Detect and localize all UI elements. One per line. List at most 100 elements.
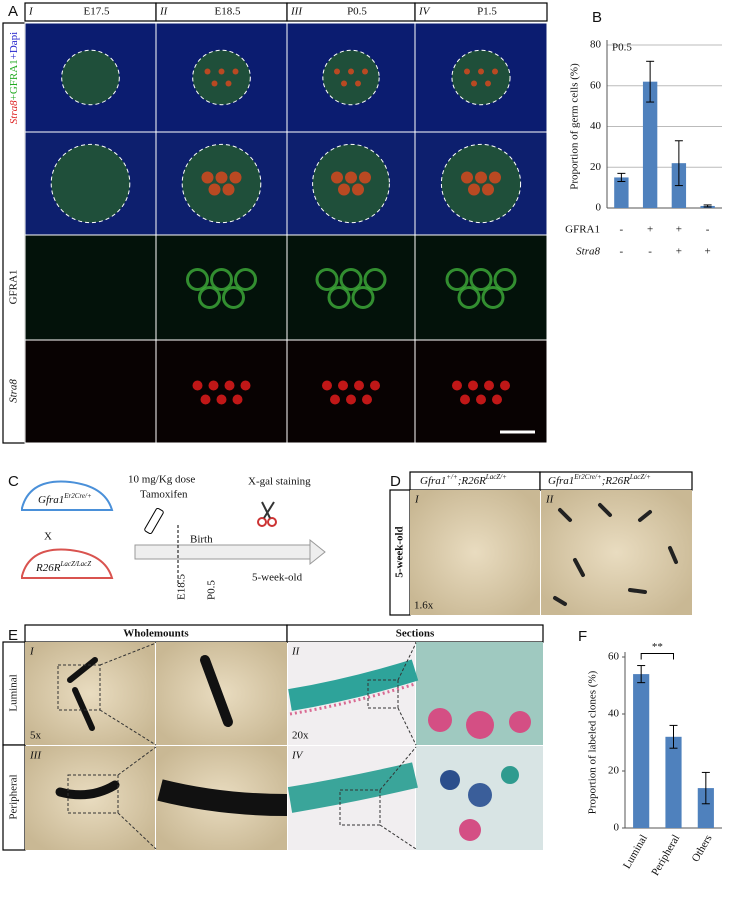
- scissors-icon: [257, 501, 277, 527]
- condition-value: +: [705, 246, 711, 258]
- gfra1-signal: [481, 286, 505, 309]
- gfra1-signal: [327, 286, 351, 309]
- timeline-arrow: [309, 538, 326, 566]
- photo: [541, 490, 692, 615]
- numeral: I: [28, 6, 34, 18]
- gfra1-signal: [222, 286, 245, 309]
- labeled-clones: [553, 503, 678, 606]
- x-tick-label: Luminal: [621, 833, 650, 871]
- row-label: Stra8: [8, 379, 20, 403]
- significance-label: **: [652, 641, 663, 653]
- stage-label: E18.5: [215, 6, 241, 18]
- row-label: Luminal: [8, 674, 20, 711]
- stra8-signal: [200, 394, 211, 405]
- tubule-outline: [50, 143, 131, 224]
- stra8-signal: [346, 394, 356, 405]
- gfra1-signal: [469, 268, 493, 291]
- signal: [359, 171, 371, 184]
- condition-value: -: [620, 224, 624, 236]
- stra8-signal: [232, 394, 243, 405]
- panel-label: A: [8, 3, 18, 20]
- panel-e: E Wholemounts Sections Luminal Periphera…: [2, 624, 544, 851]
- numeral: IV: [291, 750, 304, 762]
- signal: [222, 183, 235, 196]
- cross-symbol: X: [44, 531, 52, 543]
- numeral: II: [545, 494, 555, 506]
- y-tick-label: 20: [608, 765, 620, 777]
- stra8-signal: [208, 380, 219, 391]
- gfra1-signal: [234, 268, 257, 291]
- tubule-outline: [192, 49, 251, 106]
- panel-label: E: [8, 627, 18, 644]
- signal: [478, 68, 484, 75]
- signal: [334, 68, 340, 75]
- signal: [489, 171, 501, 184]
- panel-label: B: [592, 9, 602, 26]
- genotype: Gfra1Er2Cre/+: [38, 492, 92, 506]
- gfra1-signal: [315, 268, 339, 291]
- numeral: IV: [418, 6, 431, 18]
- end-text: 5-week-old: [252, 572, 303, 584]
- timeline: [134, 544, 311, 560]
- stra8-signal: [240, 380, 251, 391]
- signal: [232, 68, 239, 75]
- numeral: II: [291, 646, 301, 658]
- photo: [410, 490, 540, 615]
- y-tick-label: 40: [590, 120, 602, 132]
- y-tick-label: 80: [590, 39, 602, 51]
- y-tick-label: 20: [590, 161, 602, 173]
- gfra1-signal: [445, 268, 469, 291]
- signal: [201, 171, 214, 184]
- stra8-signal: [476, 394, 486, 405]
- micrograph: [24, 234, 157, 341]
- condition-value: -: [706, 224, 710, 236]
- signal: [345, 171, 357, 184]
- stra8-signal: [354, 380, 364, 391]
- stra8-signal: [452, 380, 462, 391]
- row-label-part: Stra8: [8, 100, 20, 124]
- y-axis-label: Proportion of labeled clones (%): [587, 670, 599, 814]
- gfra1-signal: [198, 286, 221, 309]
- y-tick-label: 60: [590, 79, 602, 91]
- x-tick-label: Others: [690, 833, 715, 864]
- stage-label: E17.5: [84, 6, 110, 18]
- gfra1-signal: [210, 268, 233, 291]
- signal: [471, 80, 477, 87]
- signal: [211, 80, 218, 87]
- panel-c: C Gfra1Er2Cre/+ X R26RLacZ/LacZ 10 mg/Kg…: [8, 473, 326, 600]
- row-label: Stra8+GFRA1+Dapi: [8, 32, 20, 124]
- annotation: P0.5: [612, 42, 632, 54]
- y-tick-label: 60: [608, 651, 620, 663]
- column-header: Wholemounts: [123, 628, 189, 640]
- y-tick-label: 0: [596, 202, 602, 214]
- micrograph: [286, 234, 416, 341]
- signal: [485, 80, 491, 87]
- numeral: I: [29, 646, 35, 658]
- stage-label: P0.5: [347, 6, 367, 18]
- tubule-outline: [322, 49, 380, 106]
- condition-name: GFRA1: [565, 224, 600, 236]
- header-box: [414, 2, 548, 22]
- stra8-signal: [362, 394, 372, 405]
- panel-d: D Gfra1+/+;R26RLacZ/+ Gfra1Er2Cre/+;R26R…: [389, 471, 693, 616]
- birth-text: Birth: [190, 534, 213, 546]
- condition-name: Stra8: [576, 246, 600, 258]
- stra8-signal: [192, 380, 203, 391]
- magnification: 20x: [292, 730, 309, 742]
- dose-text: 10 mg/Kg dose: [128, 474, 195, 486]
- gfra1-signal: [363, 268, 387, 291]
- panel-label: F: [578, 628, 587, 645]
- signal: [204, 68, 211, 75]
- signal: [355, 80, 361, 87]
- charts: B 0 20 40 60 80 Proportion of germ cells (%) P0…: [565, 9, 722, 878]
- panel-label: D: [390, 473, 401, 490]
- panel-a: A I E17.5 II E18.5 III P0.5 IV P1.5Stra8+GFRA1+…: [2, 2, 548, 444]
- condition-value: -: [620, 246, 624, 258]
- bar: [665, 736, 682, 828]
- micrograph-grid: [24, 22, 548, 444]
- magnification: 5x: [30, 730, 42, 742]
- y-tick-label: 40: [608, 708, 620, 720]
- bar: [614, 177, 629, 208]
- signal: [338, 183, 350, 196]
